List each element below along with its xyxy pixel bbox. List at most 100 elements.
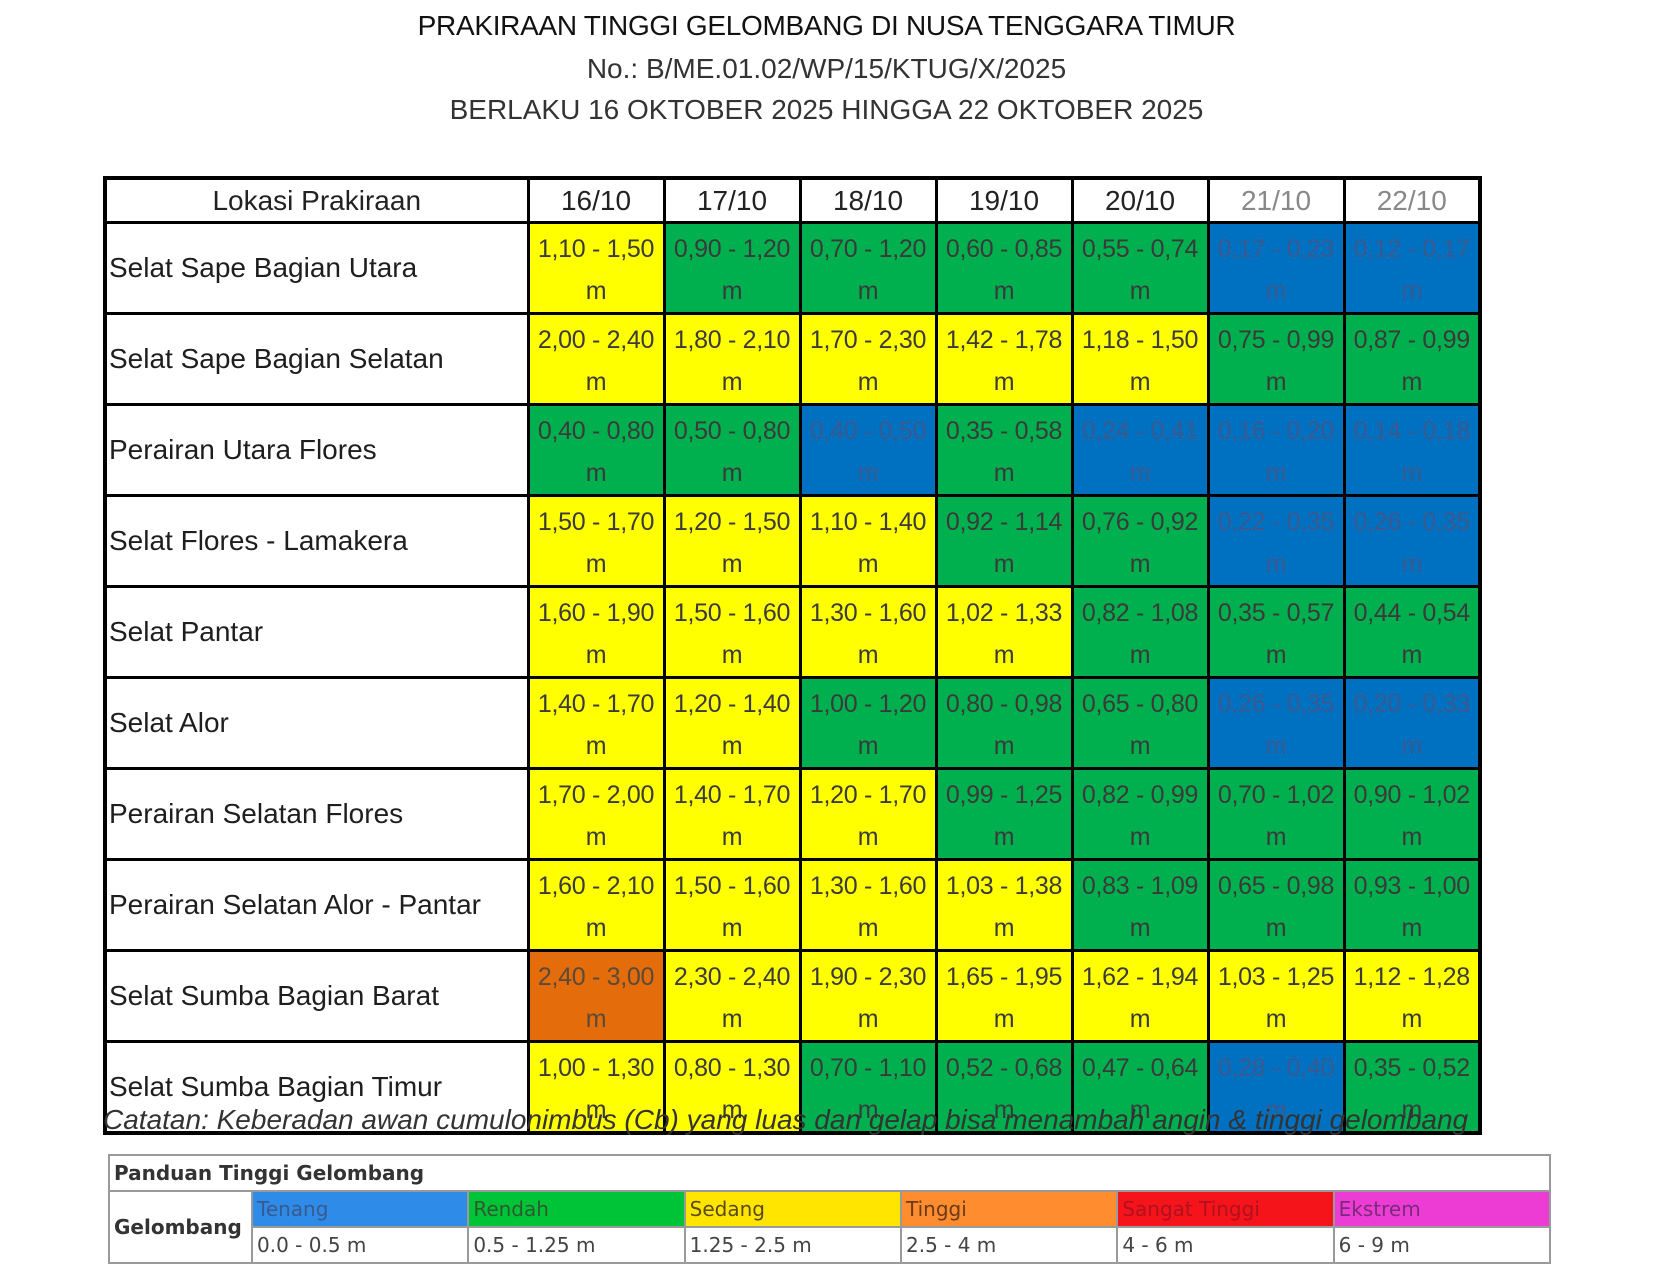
wave-height-range: 1,12 - 1,28 [1353, 963, 1471, 991]
wave-height-range: 0,35 - 0,57 [1217, 599, 1335, 627]
table-row: Perairan Selatan Alor - Pantar 1,60 - 2,1… [103, 858, 1482, 952]
wave-height-range: 1,20 - 1,40 [673, 690, 791, 718]
validity-period: BERLAKU 16 OKTOBER 2025 HINGGA 22 OKTOBE… [449, 94, 1204, 125]
wave-height-cell: 2,30 - 2,40 m [662, 949, 802, 1043]
wave-height-unit: m [721, 1005, 743, 1033]
wave-height-unit: m [993, 823, 1015, 851]
wave-height-range: 0,65 - 0,80 [1081, 690, 1199, 718]
wave-height-unit: m [1265, 550, 1287, 578]
wave-height-unit: m [721, 914, 743, 942]
wave-height-cell: 0,83 - 1,09 m [1070, 858, 1210, 952]
wave-height-range: 1,40 - 1,70 [537, 690, 655, 718]
wave-height-unit: m [1129, 1005, 1151, 1033]
wave-height-range: 1,70 - 2,00 [537, 781, 655, 809]
wave-height-cell: 1,50 - 1,70 m [526, 494, 666, 588]
date-header: 19/10 [934, 176, 1074, 224]
wave-height-range: 2,00 - 2,40 [537, 326, 655, 354]
wave-height-cell: 0,12 - 0,17 m [1342, 221, 1482, 315]
wave-height-unit: m [857, 641, 879, 669]
wave-height-unit: m [993, 641, 1015, 669]
wave-height-range: 0,75 - 0,99 [1217, 326, 1335, 354]
wave-height-unit: m [1401, 732, 1423, 760]
wave-height-unit: m [1129, 732, 1151, 760]
wave-forecast-table: Lokasi Prakiraan 16/10 17/10 18/10 19/10… [103, 176, 1482, 1135]
wave-height-unit: m [585, 550, 607, 578]
forecast-title: PRAKIRAAN TINGGI GELOMBANG DI NUSA TENGG… [417, 10, 1236, 41]
wave-height-range: 1,20 - 1,70 [809, 781, 927, 809]
wave-height-cell: 0,80 - 0,98 m [934, 676, 1074, 770]
wave-height-cell: 1,60 - 2,10 m [526, 858, 666, 952]
wave-height-range: 1,90 - 2,30 [809, 963, 927, 991]
wave-height-range: 0,76 - 0,92 [1081, 508, 1199, 536]
wave-height-cell: 1,18 - 1,50 m [1070, 312, 1210, 406]
location-name: Perairan Selatan Alor - Pantar [103, 858, 530, 952]
wave-height-unit: m [993, 368, 1015, 396]
wave-height-cell: 0,35 - 0,52 m [1342, 1040, 1482, 1135]
wave-height-unit: m [721, 459, 743, 487]
wave-height-range: 0,50 - 0,80 [673, 417, 791, 445]
date-header: 18/10 [798, 176, 938, 224]
wave-height-range: 0,65 - 0,98 [1217, 872, 1335, 900]
wave-height-unit: m [1129, 368, 1151, 396]
wave-height-range: 0,80 - 1,30 [673, 1054, 791, 1082]
wave-height-cell: 2,00 - 2,40 m [526, 312, 666, 406]
wave-height-unit: m [1265, 823, 1287, 851]
wave-height-range: 0,92 - 1,14 [945, 508, 1063, 536]
wave-height-cell: 0,75 - 0,99 m [1206, 312, 1346, 406]
wave-height-unit: m [721, 1096, 743, 1124]
wave-height-unit: m [1129, 914, 1151, 942]
legend-title: Panduan Tinggi Gelombang [108, 1154, 1551, 1192]
wave-height-range: 0,40 - 0,50 [809, 417, 927, 445]
wave-height-unit: m [721, 277, 743, 305]
wave-height-unit: m [857, 1005, 879, 1033]
wave-height-cell: 1,70 - 2,30 m [798, 312, 938, 406]
wave-height-unit: m [585, 1096, 607, 1124]
wave-height-unit: m [585, 1005, 607, 1033]
legend-row-label: Gelombang [108, 1190, 253, 1264]
wave-height-range: 1,03 - 1,25 [1217, 963, 1335, 991]
table-row: Selat Flores - Lamakera 1,50 - 1,70 m 1,20 … [103, 494, 1482, 588]
wave-height-range: 0,87 - 0,99 [1353, 326, 1471, 354]
wave-height-cell: 1,20 - 1,70 m [798, 767, 938, 861]
wave-height-unit: m [1401, 459, 1423, 487]
legend-category-tinggi: Tinggi [899, 1190, 1119, 1228]
wave-height-unit: m [721, 823, 743, 851]
date-header: 21/10 [1206, 176, 1346, 224]
date-header: 22/10 [1342, 176, 1482, 224]
legend-category-rendah: Rendah [467, 1190, 686, 1228]
wave-height-unit: m [1265, 277, 1287, 305]
wave-height-unit: m [585, 368, 607, 396]
wave-height-unit: m [993, 277, 1015, 305]
wave-height-cell: 0,65 - 0,80 m [1070, 676, 1210, 770]
wave-height-cell: 0,28 - 0,40 m [1206, 1040, 1346, 1135]
wave-height-cell: 0,26 - 0,35 m [1206, 676, 1346, 770]
wave-height-unit: m [585, 914, 607, 942]
wave-height-unit: m [1265, 732, 1287, 760]
wave-height-cell: 0,70 - 1,02 m [1206, 767, 1346, 861]
wave-height-range: 0,93 - 1,00 [1353, 872, 1471, 900]
wave-height-cell: 1,50 - 1,60 m [662, 858, 802, 952]
table-row: Selat Sumba Bagian Timur 1,00 - 1,30 m 0,80… [103, 1040, 1482, 1135]
wave-height-unit: m [721, 641, 743, 669]
wave-height-range: 1,50 - 1,60 [673, 872, 791, 900]
location-name: Selat Sape Bagian Utara [103, 221, 530, 315]
wave-height-cell: 1,10 - 1,40 m [798, 494, 938, 588]
wave-height-range: 0,16 - 0,20 [1217, 417, 1335, 445]
wave-height-cell: 0,82 - 1,08 m [1070, 585, 1210, 679]
wave-height-unit: m [1129, 277, 1151, 305]
wave-height-range: 0,44 - 0,54 [1353, 599, 1471, 627]
legend-range: 4 - 6 m [1116, 1226, 1335, 1264]
wave-height-unit: m [721, 368, 743, 396]
wave-height-cell: 1,80 - 2,10 m [662, 312, 802, 406]
wave-height-cell: 2,40 - 3,00 m [526, 949, 666, 1043]
date-header: 17/10 [662, 176, 802, 224]
table-row: Perairan Selatan Flores 1,70 - 2,00 m 1,40 … [103, 767, 1482, 861]
wave-height-cell: 1,42 - 1,78 m [934, 312, 1074, 406]
wave-height-range: 0,26 - 0,35 [1217, 690, 1335, 718]
wave-height-cell: 0,14 - 0,18 m [1342, 403, 1482, 497]
wave-height-cell: 0,99 - 1,25 m [934, 767, 1074, 861]
wave-height-unit: m [1401, 550, 1423, 578]
wave-height-cell: 1,30 - 1,60 m [798, 858, 938, 952]
wave-height-range: 0,99 - 1,25 [945, 781, 1063, 809]
table-row: Selat Alor 1,40 - 1,70 m 1,20 - 1,40 m 1,00 -… [103, 676, 1482, 770]
